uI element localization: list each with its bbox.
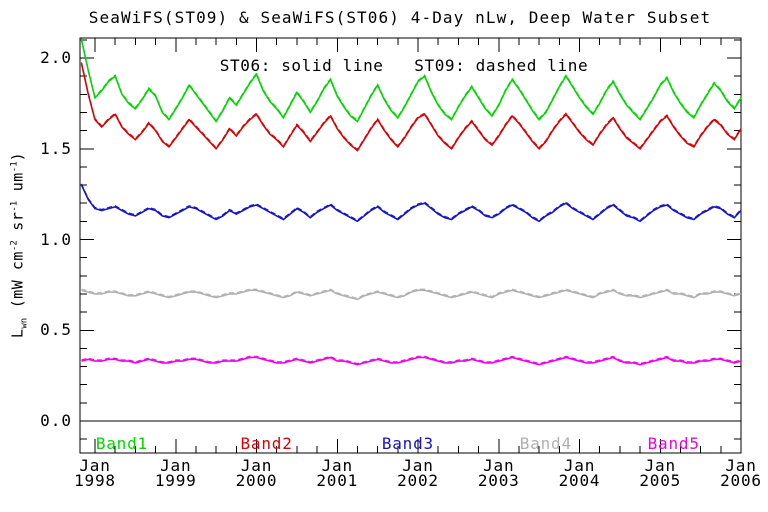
band-label-band2: Band2 — [240, 434, 293, 453]
x-tick-label: Jan 2003 — [477, 456, 520, 490]
series-line-st09-band2 — [81, 62, 742, 151]
y-tick-label: 0.0 — [40, 411, 72, 430]
x-tick-label: Jan 2006 — [720, 456, 762, 490]
band-label-band3: Band3 — [381, 434, 434, 453]
series-line-st06-band1 — [80, 39, 742, 123]
x-tick-label: Jan 2002 — [397, 456, 439, 490]
x-tick-label: Jan 1999 — [154, 456, 197, 490]
x-tick-label: Jan 2005 — [639, 456, 682, 490]
band-label-band4: Band4 — [519, 434, 572, 453]
plot-frame — [79, 37, 742, 454]
series-line-st06-band4 — [81, 289, 742, 301]
chart-title: SeaWiFS(ST09) & SeaWiFS(ST06) 4-Day nLw,… — [88, 8, 712, 27]
x-tick-label: Jan 2000 — [235, 456, 278, 490]
band-label-band5: Band5 — [647, 434, 700, 453]
series-line-st09-band5 — [81, 355, 742, 365]
legend-note: ST06: solid line ST09: dashed line — [219, 56, 589, 75]
series-line-st06-band5 — [81, 356, 742, 366]
y-tick-label: 0.5 — [40, 320, 72, 340]
series-line-st06-band3 — [80, 184, 742, 223]
band-label-band1: Band1 — [95, 434, 148, 453]
x-tick-label: Jan 2004 — [558, 456, 601, 490]
y-tick-label: 2.0 — [40, 48, 72, 67]
series-line-st09-band3 — [81, 183, 742, 221]
y-tick-label: 1.5 — [40, 138, 72, 158]
series-line-st09-band4 — [81, 288, 742, 299]
series-line-st09-band1 — [81, 38, 742, 122]
series-line-st06-band2 — [80, 63, 742, 152]
x-tick-label: Jan 1998 — [74, 456, 116, 490]
x-tick-label: Jan 2001 — [316, 456, 359, 490]
y-tick-label: 1.0 — [40, 229, 72, 249]
